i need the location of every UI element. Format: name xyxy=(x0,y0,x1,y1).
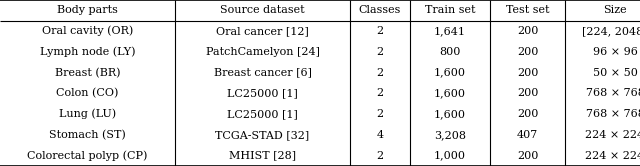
Text: Lung (LU): Lung (LU) xyxy=(59,109,116,119)
Text: 1,600: 1,600 xyxy=(434,88,466,98)
Text: LC25000 [1]: LC25000 [1] xyxy=(227,109,298,119)
Text: 2: 2 xyxy=(376,26,383,36)
Text: 3,208: 3,208 xyxy=(434,130,466,140)
Text: 2: 2 xyxy=(376,109,383,119)
Text: LC25000 [1]: LC25000 [1] xyxy=(227,88,298,98)
Text: 407: 407 xyxy=(517,130,538,140)
Text: 2: 2 xyxy=(376,151,383,161)
Text: TCGA-STAD [32]: TCGA-STAD [32] xyxy=(216,130,310,140)
Text: Oral cavity (OR): Oral cavity (OR) xyxy=(42,26,133,36)
Text: 200: 200 xyxy=(517,26,538,36)
Text: 768 × 768: 768 × 768 xyxy=(586,88,640,98)
Text: PatchCamelyon [24]: PatchCamelyon [24] xyxy=(205,47,319,57)
Text: Train set: Train set xyxy=(425,5,476,15)
Text: Stomach (ST): Stomach (ST) xyxy=(49,130,126,140)
Text: 2: 2 xyxy=(376,88,383,98)
Text: 1,000: 1,000 xyxy=(434,151,466,161)
Text: 200: 200 xyxy=(517,109,538,119)
Text: 200: 200 xyxy=(517,151,538,161)
Text: 2: 2 xyxy=(376,47,383,57)
Text: 200: 200 xyxy=(517,88,538,98)
Text: 768 × 768: 768 × 768 xyxy=(586,109,640,119)
Text: 1,600: 1,600 xyxy=(434,68,466,78)
Text: 200: 200 xyxy=(517,68,538,78)
Text: Body parts: Body parts xyxy=(57,5,118,15)
Text: 50 × 50: 50 × 50 xyxy=(593,68,637,78)
Text: 4: 4 xyxy=(376,130,383,140)
Text: Colon (CO): Colon (CO) xyxy=(56,88,118,99)
Text: 200: 200 xyxy=(517,47,538,57)
Text: Oral cancer [12]: Oral cancer [12] xyxy=(216,26,309,36)
Text: MHIST [28]: MHIST [28] xyxy=(229,151,296,161)
Text: 224 × 224: 224 × 224 xyxy=(586,130,640,140)
Text: 2: 2 xyxy=(376,68,383,78)
Text: Classes: Classes xyxy=(359,5,401,15)
Text: Test set: Test set xyxy=(506,5,549,15)
Text: 1,600: 1,600 xyxy=(434,109,466,119)
Text: [224, 2048]: [224, 2048] xyxy=(582,26,640,36)
Text: Colorectal polyp (CP): Colorectal polyp (CP) xyxy=(28,150,148,161)
Text: Lymph node (LY): Lymph node (LY) xyxy=(40,47,135,57)
Text: Source dataset: Source dataset xyxy=(220,5,305,15)
Text: Breast cancer [6]: Breast cancer [6] xyxy=(214,68,312,78)
Text: Size: Size xyxy=(603,5,627,15)
Text: 96 × 96: 96 × 96 xyxy=(593,47,637,57)
Text: 224 × 224: 224 × 224 xyxy=(586,151,640,161)
Text: Breast (BR): Breast (BR) xyxy=(55,67,120,78)
Text: 800: 800 xyxy=(439,47,461,57)
Text: 1,641: 1,641 xyxy=(434,26,466,36)
